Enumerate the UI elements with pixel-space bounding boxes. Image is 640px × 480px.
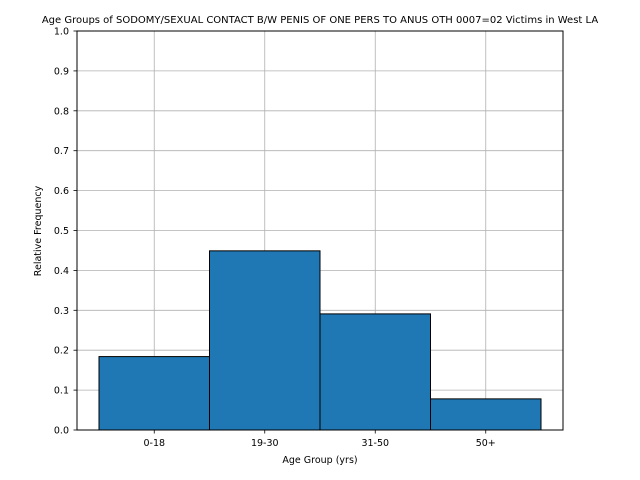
- x-axis: 0-18 19-30 31-50 50+: [143, 430, 496, 449]
- bar-31-50: [319, 313, 431, 431]
- y-tick-label: 0.5: [54, 226, 69, 237]
- y-tick-label: 0.1: [54, 386, 69, 397]
- chart-title: Age Groups of SODOMY/SEXUAL CONTACT B/W …: [42, 15, 598, 26]
- y-tick-label: 0.9: [54, 66, 69, 77]
- y-tick-label: 0.6: [54, 186, 69, 197]
- y-tick-label: 0.3: [54, 306, 69, 317]
- y-tick-label: 0.8: [54, 106, 69, 117]
- y-tick-label: 0.2: [54, 346, 69, 357]
- y-axis-label: Relative Frequency: [33, 185, 44, 276]
- x-tick-label: 0-18: [143, 438, 165, 449]
- y-axis: 0.0 0.1 0.2 0.3 0.4 0.5 0.6 0.7 0.8 0.9 1.0: [54, 27, 77, 437]
- bars: [98, 250, 542, 431]
- bar-50+: [430, 398, 542, 431]
- bar-0-18: [98, 356, 210, 431]
- x-tick-label: 19-30: [251, 438, 279, 449]
- x-tick-label: 31-50: [361, 438, 389, 449]
- bar-19-30: [209, 250, 321, 431]
- x-axis-label: Age Group (yrs): [282, 455, 357, 466]
- y-tick-label: 0.7: [54, 146, 69, 157]
- y-tick-label: 0.4: [54, 266, 69, 277]
- x-tick-label: 50+: [476, 438, 496, 449]
- y-tick-label: 0.0: [54, 426, 69, 437]
- y-tick-label: 1.0: [54, 27, 69, 38]
